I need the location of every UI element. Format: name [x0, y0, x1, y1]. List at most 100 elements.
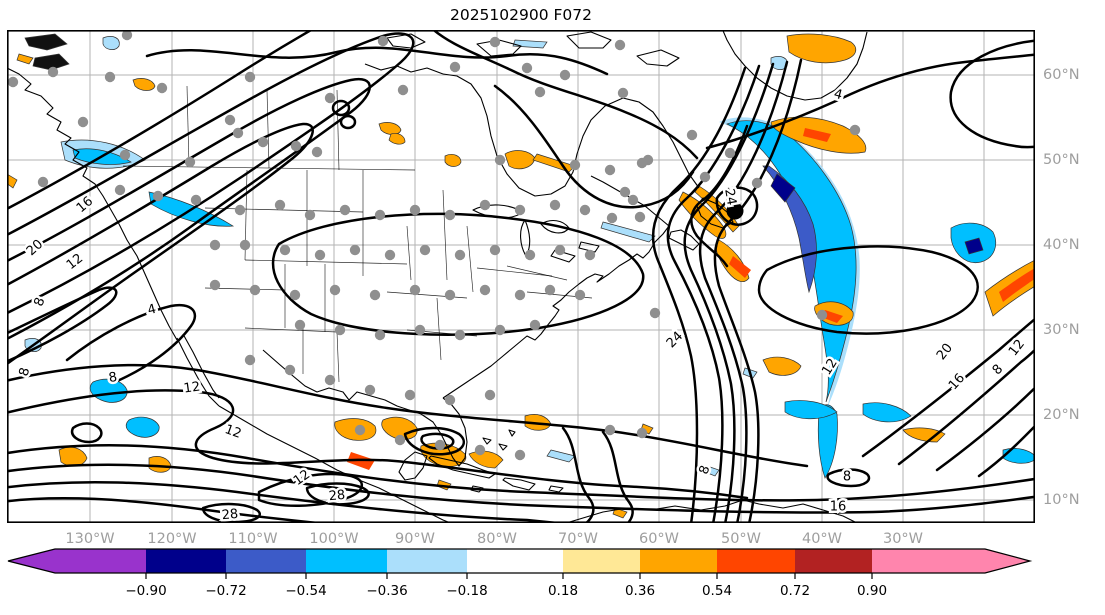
station-dot [334, 324, 346, 336]
map-area: 16 20 12 8 4 8 8 12 12 12 28 28 24 24 8 12 20 12 16 8 8 4 16 [7, 30, 1035, 523]
coastline [420, 397, 468, 467]
station-dot [649, 307, 661, 319]
station-dot [479, 284, 491, 296]
state-border [506, 265, 568, 281]
station-dot [529, 319, 541, 331]
station-dot [339, 204, 351, 216]
x-tick-label: 100°W [309, 531, 359, 547]
contour-line [826, 468, 871, 488]
station-dot [724, 147, 736, 159]
contour-line [7, 497, 330, 523]
coastline [566, 31, 612, 49]
coastline [622, 97, 700, 189]
contour-line [683, 62, 775, 523]
shaded-anomaly-patch [532, 153, 576, 173]
station-dot [449, 61, 461, 73]
station-dot [329, 284, 341, 296]
contour-label: 8 [108, 370, 119, 386]
colorbar-segment [795, 549, 872, 573]
station-dot [374, 329, 386, 341]
station-dot [104, 71, 116, 83]
station-dot [121, 30, 133, 41]
contour-line [7, 480, 568, 523]
shaded-anomaly-patch [89, 378, 128, 403]
station-dot [419, 244, 431, 256]
contour-label: 4 [832, 87, 844, 104]
colorbar-segment [717, 549, 795, 573]
state-border [266, 89, 270, 169]
station-dot [454, 249, 466, 261]
station-dot [257, 136, 269, 148]
contour-line [7, 444, 1035, 502]
coastline [564, 499, 859, 523]
contour-line [705, 53, 1035, 150]
contour-line [331, 99, 351, 117]
station-dot [294, 319, 306, 331]
station-dot [619, 186, 631, 198]
contour-line [145, 46, 609, 76]
station-dot [521, 62, 533, 74]
station-dot [474, 444, 486, 456]
shaded-anomaly-patch [803, 128, 831, 142]
station-dot [47, 66, 59, 78]
shaded-anomaly-patch [999, 268, 1035, 302]
contour-label: 12 [64, 251, 86, 273]
coastline [498, 443, 508, 451]
station-dot [314, 249, 326, 261]
y-tick-label: 50°N [1043, 152, 1080, 168]
station-dot [152, 190, 164, 202]
station-dot [234, 204, 246, 216]
contour-line [601, 430, 634, 523]
station-dot [324, 374, 336, 386]
x-tick-label: 40°W [801, 531, 843, 547]
station-dot [239, 239, 251, 251]
contour-line [7, 30, 314, 211]
contour-line [861, 317, 1035, 458]
shaded-anomaly-patch [784, 400, 838, 420]
shaded-anomaly-patch [504, 150, 536, 170]
station-dot [614, 39, 626, 51]
contour-line [7, 463, 1035, 514]
station-dot [404, 389, 416, 401]
shaded-anomaly-patch [32, 53, 70, 71]
page-title: 2025102900 F072 [449, 6, 593, 24]
coastline [636, 49, 680, 67]
station-dot [37, 176, 49, 188]
contour-line [493, 84, 695, 209]
shaded-anomaly-patch [862, 402, 912, 423]
contour-label: 20 [24, 237, 46, 259]
y-tick-label: 10°N [1043, 492, 1080, 508]
anomaly-shading-layer [7, 33, 1035, 519]
contour-line [271, 212, 645, 336]
colorbar-segment [55, 549, 146, 573]
station-dot [414, 324, 426, 336]
station-dot [636, 427, 648, 439]
station-dot [489, 244, 501, 256]
shaded-anomaly-patch [378, 122, 402, 135]
coastline [364, 63, 444, 75]
coastline [548, 485, 564, 493]
colorbar-left-arrow [8, 549, 55, 573]
contour-line [7, 286, 118, 363]
contour-line [949, 39, 1035, 149]
station-dot [369, 289, 381, 301]
shaded-anomaly-patch [729, 256, 751, 278]
station-dot [349, 244, 361, 256]
shaded-anomaly-patch [786, 33, 857, 64]
station-dot [444, 289, 456, 301]
colorbar-segment [226, 549, 306, 573]
station-dot [534, 86, 546, 98]
shaded-anomaly-patch [512, 39, 548, 49]
colorbar-tick-label: −0.54 [285, 583, 326, 599]
station-dot [604, 424, 616, 436]
station-dot [114, 184, 126, 196]
state-border [406, 225, 412, 281]
state-border [244, 327, 338, 333]
contour-label: 28 [221, 507, 239, 523]
coastline [722, 30, 868, 101]
station-dot [634, 211, 646, 223]
station-dot [244, 354, 256, 366]
contour-label: 24 [721, 188, 739, 207]
